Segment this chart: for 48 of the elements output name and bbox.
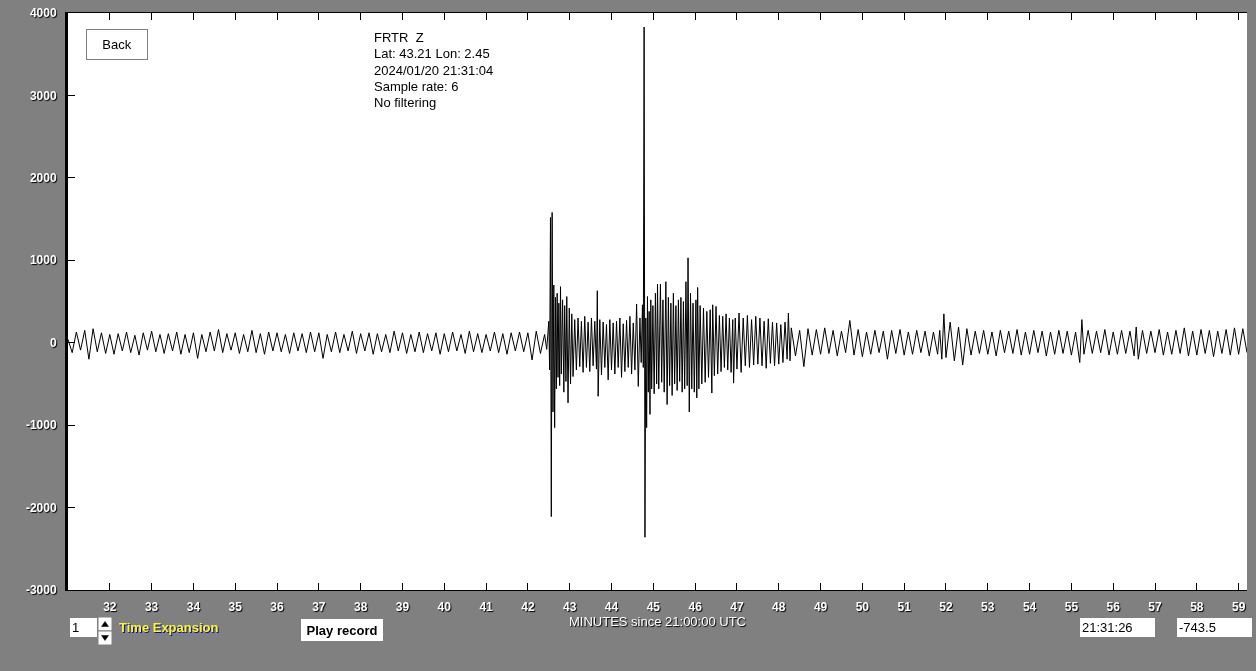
x-tick-label: 44 [604, 600, 619, 615]
text: Play record [306, 622, 378, 638]
x-tick-label: 56 [1106, 600, 1121, 615]
x-tick-label: 40 [437, 600, 452, 615]
x-tick-label: 53 [981, 600, 995, 615]
x-tick-label: 58 [1190, 600, 1204, 615]
x-tick-label: 49 [813, 600, 828, 615]
text: 21:31:26 [1082, 620, 1133, 635]
y-tick-label: 1000 [29, 253, 57, 268]
y-tick-label: 0 [49, 335, 57, 350]
x-tick-label: 50 [855, 600, 870, 615]
x-tick-label: 41 [479, 600, 494, 615]
y-tick-label: -3000 [25, 583, 57, 598]
x-tick-label: 42 [521, 600, 535, 615]
annotation: 2024/01/20 21:31:04 [374, 63, 494, 78]
x-tick-label: 46 [688, 600, 703, 615]
x-tick-label: 35 [228, 600, 243, 615]
x-tick-label: 38 [353, 600, 368, 615]
y-tick-label: -2000 [25, 500, 57, 515]
x-tick-label: 34 [186, 600, 201, 615]
y-tick-label: 2000 [29, 171, 57, 186]
x-tick-label: 57 [1148, 600, 1163, 615]
x-tick-label: 33 [144, 600, 159, 615]
y-tick-label: -1000 [25, 418, 57, 433]
annotation: Lat: 43.21 Lon: 2.45 [374, 46, 490, 61]
x-tick-label: 39 [395, 600, 410, 615]
y-tick-label: 3000 [29, 88, 57, 103]
annotation: No filtering [374, 95, 437, 110]
x-tick-label: 37 [312, 600, 326, 615]
text: Time Expansion [119, 620, 219, 635]
x-tick-label: 51 [897, 600, 912, 615]
x-tick-label: 59 [1231, 600, 1246, 615]
x-tick-label: 36 [270, 600, 285, 615]
text: 1 [72, 620, 80, 635]
annotation: Back [102, 37, 132, 52]
annotation: FRTR Z [374, 30, 424, 45]
x-axis-title: MINUTES since 21:00:00 UTC [568, 614, 747, 630]
x-tick-label: 48 [772, 600, 786, 615]
x-tick-label: 55 [1064, 600, 1079, 615]
x-tick-label: 45 [646, 600, 661, 615]
x-tick-label: 52 [939, 600, 953, 615]
annotation: Sample rate: 6 [374, 79, 459, 94]
text: -743.5 [1179, 620, 1216, 635]
x-tick-label: 47 [730, 600, 744, 615]
y-tick-label: 4000 [29, 6, 57, 21]
x-tick-label: 43 [563, 600, 577, 615]
x-tick-label: 32 [103, 600, 117, 615]
x-tick-label: 54 [1022, 600, 1037, 615]
